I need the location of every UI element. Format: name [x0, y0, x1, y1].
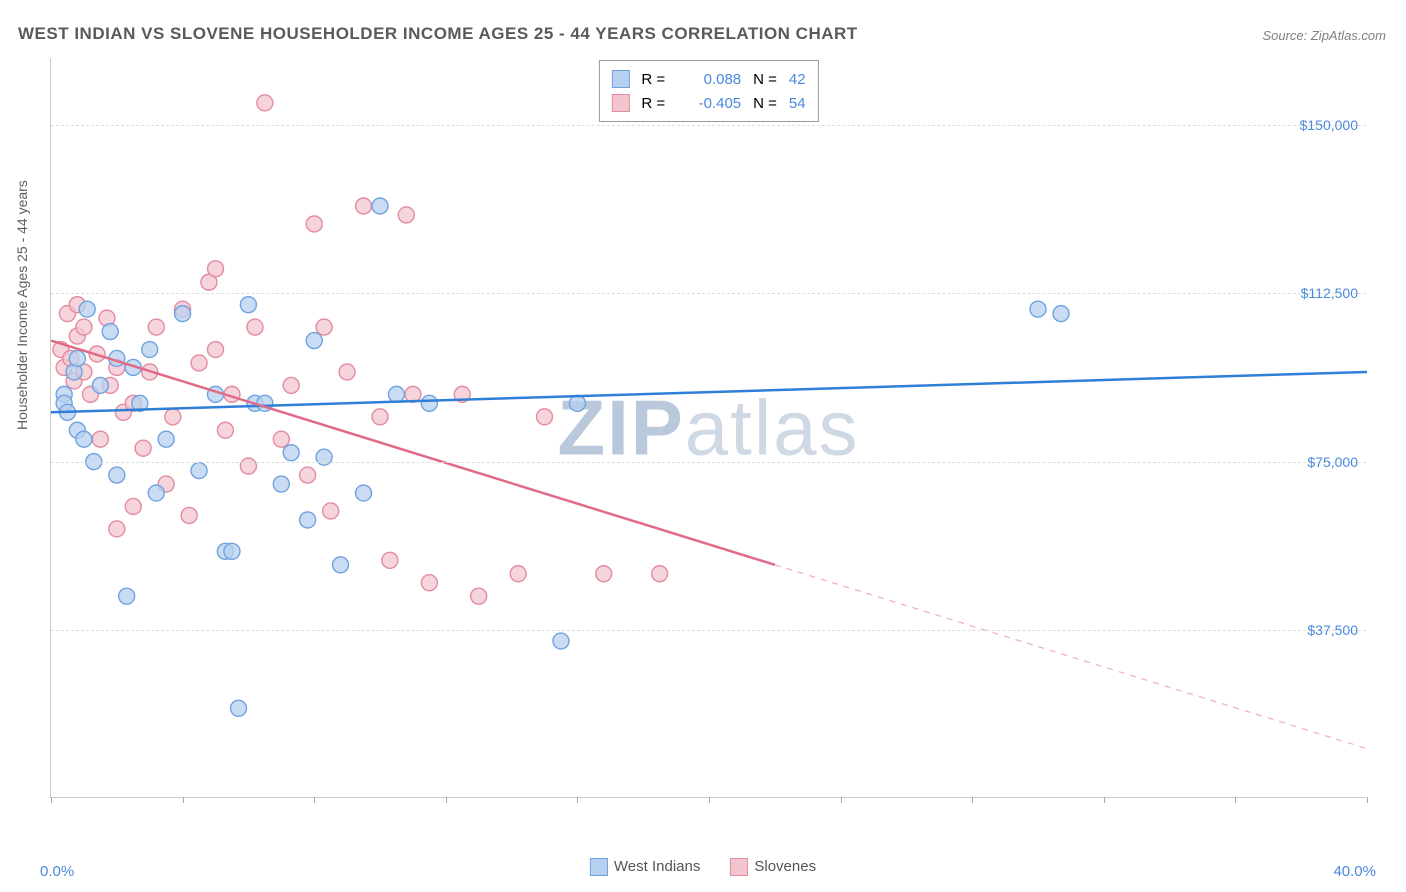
- source-prefix: Source:: [1262, 28, 1310, 43]
- y-axis-label: Householder Income Ages 25 - 44 years: [14, 180, 30, 430]
- legend-swatch-west-indians: [590, 858, 608, 876]
- x-tick: [183, 797, 184, 803]
- y-tick-label: $75,000: [1307, 454, 1358, 470]
- legend-label-west-indians: West Indians: [614, 858, 700, 875]
- x-tick: [709, 797, 710, 803]
- x-tick: [841, 797, 842, 803]
- y-tick-label: $150,000: [1300, 117, 1358, 133]
- gridline: [51, 293, 1366, 294]
- source-name: ZipAtlas.com: [1311, 28, 1386, 43]
- series-legend: West Indians Slovenes: [590, 858, 816, 876]
- legend-label-slovenes: Slovenes: [754, 858, 816, 875]
- x-tick: [972, 797, 973, 803]
- source-attribution: Source: ZipAtlas.com: [1262, 28, 1386, 43]
- x-tick: [1235, 797, 1236, 803]
- x-tick: [1104, 797, 1105, 803]
- y-tick-label: $112,500: [1301, 285, 1358, 301]
- legend-swatch-slovenes: [730, 858, 748, 876]
- legend-item-slovenes: Slovenes: [730, 858, 816, 876]
- gridline: [51, 630, 1366, 631]
- plot-svg: [51, 58, 1366, 797]
- x-axis-start-label: 0.0%: [40, 863, 74, 880]
- gridline: [51, 125, 1366, 126]
- chart-title: WEST INDIAN VS SLOVENE HOUSEHOLDER INCOM…: [18, 24, 858, 44]
- x-tick: [446, 797, 447, 803]
- x-tick: [314, 797, 315, 803]
- x-axis-end-label: 40.0%: [1333, 863, 1376, 880]
- chart-area: ZIPatlas R = 0.088 N = 42 R = -0.405 N =…: [50, 58, 1366, 798]
- x-tick: [1367, 797, 1368, 803]
- x-tick: [577, 797, 578, 803]
- y-tick-label: $37,500: [1307, 622, 1358, 638]
- x-tick: [51, 797, 52, 803]
- gridline: [51, 462, 1366, 463]
- legend-item-west-indians: West Indians: [590, 858, 700, 876]
